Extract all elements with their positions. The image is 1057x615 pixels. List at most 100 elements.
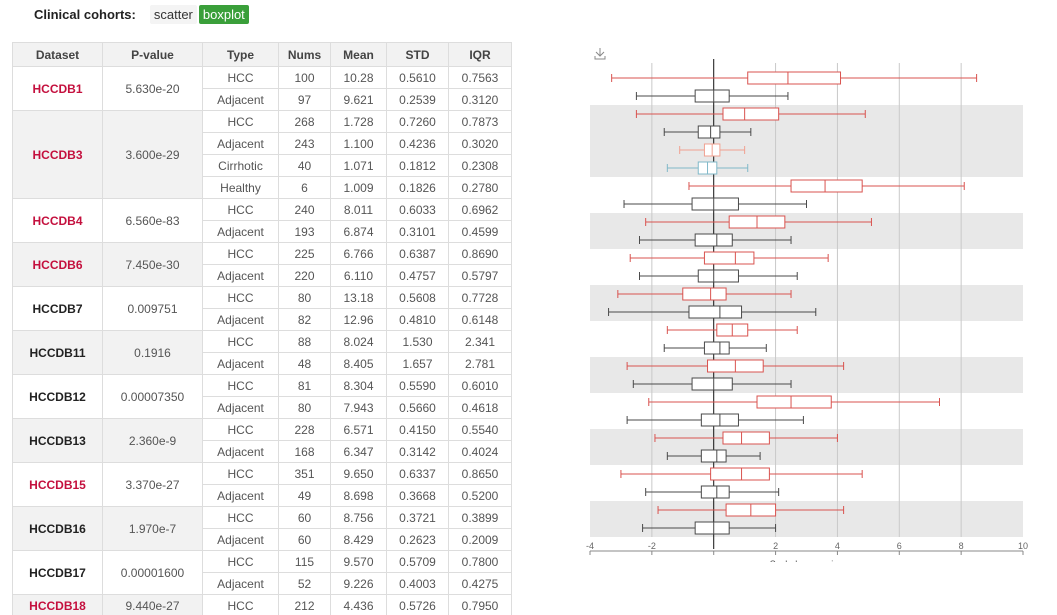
col-header-type[interactable]: Type xyxy=(202,42,279,67)
nums-cell: 168 xyxy=(278,440,331,463)
nums-cell: 80 xyxy=(278,286,331,309)
std-cell: 0.4810 xyxy=(386,308,449,331)
iqr-cell: 0.6010 xyxy=(448,374,512,397)
cohort-table: Dataset P-value Type Nums Mean STD IQR H… xyxy=(12,42,512,615)
std-cell: 0.6337 xyxy=(386,462,449,485)
mean-cell: 8.756 xyxy=(330,506,387,529)
band-HCCDB3 xyxy=(590,141,1023,159)
dataset-cell: HCCDB12 xyxy=(12,374,103,419)
iqr-cell: 0.7800 xyxy=(448,550,512,573)
iqr-cell: 0.3020 xyxy=(448,132,512,155)
std-cell: 1.657 xyxy=(386,352,449,375)
std-cell: 0.4003 xyxy=(386,572,449,595)
col-header-dataset[interactable]: Dataset xyxy=(12,42,103,67)
dataset-cell[interactable]: HCCDB6 xyxy=(12,242,103,287)
type-cell: HCC xyxy=(202,286,279,309)
box-HCCDB7-Adjacent xyxy=(697,269,739,283)
nums-cell: 48 xyxy=(278,352,331,375)
std-cell: 0.2539 xyxy=(386,88,449,111)
nums-cell: 225 xyxy=(278,242,331,265)
box-HCCDB6-Adjacent xyxy=(694,233,733,247)
col-header-std[interactable]: STD xyxy=(386,42,449,67)
iqr-cell: 0.4618 xyxy=(448,396,512,419)
mean-cell: 9.226 xyxy=(330,572,387,595)
mean-cell: 13.18 xyxy=(330,286,387,309)
pvalue-cell: 1.970e-7 xyxy=(102,506,203,551)
type-cell: Adjacent xyxy=(202,484,279,507)
iqr-cell: 0.3120 xyxy=(448,88,512,111)
nums-cell: 6 xyxy=(278,176,331,199)
iqr-cell: 0.4024 xyxy=(448,440,512,463)
x-tick-label: 8 xyxy=(959,541,964,551)
table-row: Adjacent 52 9.226 0.4003 0.4275 xyxy=(13,572,512,595)
mean-cell: 1.100 xyxy=(330,132,387,155)
col-header-iqr[interactable]: IQR xyxy=(448,42,512,67)
box-HCCDB17-Adjacent xyxy=(700,485,730,499)
iqr-cell: 0.6962 xyxy=(448,198,512,221)
type-cell: Adjacent xyxy=(202,352,279,375)
table-row: HCCDB1 5.630e-20 HCC 100 10.28 0.5610 0.7563 xyxy=(12,66,512,111)
type-cell: HCC xyxy=(202,462,279,485)
pvalue-cell: 3.370e-27 xyxy=(102,462,203,507)
table-row: Adjacent 48 8.405 1.657 2.781 xyxy=(13,352,512,375)
type-cell: HCC xyxy=(202,418,279,441)
pvalue-cell: 9.440e-27 xyxy=(102,594,203,615)
iqr-cell: 0.5797 xyxy=(448,264,512,287)
mean-cell: 6.766 xyxy=(330,242,387,265)
std-cell: 0.6033 xyxy=(386,198,449,221)
box-HCCDB16-HCC xyxy=(722,431,770,445)
pvalue-cell: 6.560e-83 xyxy=(102,198,203,243)
download-icon[interactable] xyxy=(594,48,606,60)
type-cell: HCC xyxy=(202,550,279,573)
mean-cell: 1.009 xyxy=(330,176,387,199)
mean-cell: 9.621 xyxy=(330,88,387,111)
x-tick-label: 6 xyxy=(897,541,902,551)
dataset-cell[interactable]: HCCDB1 xyxy=(12,66,103,111)
col-header-mean[interactable]: Mean xyxy=(330,42,387,67)
band-HCCDB16 xyxy=(590,447,1023,465)
x-tick-label: 10 xyxy=(1018,541,1028,551)
box-HCCDB4-Adjacent xyxy=(691,197,739,211)
col-header-pvalue[interactable]: P-value xyxy=(102,42,203,67)
std-cell: 0.5709 xyxy=(386,550,449,573)
mean-cell: 1.071 xyxy=(330,154,387,177)
table-row: Adjacent 82 12.96 0.4810 0.6148 xyxy=(13,308,512,331)
dataset-cell[interactable]: HCCDB3 xyxy=(12,110,103,199)
dataset-cell[interactable]: HCCDB15 xyxy=(12,462,103,507)
mean-cell: 6.571 xyxy=(330,418,387,441)
scatter-view-button[interactable]: scatter xyxy=(149,4,197,24)
type-cell: HCC xyxy=(202,242,279,265)
mean-cell: 9.650 xyxy=(330,462,387,485)
mean-cell: 8.024 xyxy=(330,330,387,353)
iqr-cell: 0.7950 xyxy=(448,594,512,615)
boxplot-svg: -4 -2 2 4 6 8 10 Scaled expression xyxy=(586,48,1028,562)
nums-cell: 60 xyxy=(278,528,331,551)
table-row: HCCDB6 7.450e-30 HCC 225 6.766 0.6387 0.8690 xyxy=(12,242,512,287)
mean-cell: 8.429 xyxy=(330,528,387,551)
iqr-cell: 0.7728 xyxy=(448,286,512,309)
nums-cell: 228 xyxy=(278,418,331,441)
std-cell: 0.2623 xyxy=(386,528,449,551)
boxplot-view-button[interactable]: boxplot xyxy=(198,4,249,24)
dataset-cell[interactable]: HCCDB18 xyxy=(12,594,103,615)
iqr-cell: 0.2308 xyxy=(448,154,512,177)
box-HCCDB18-Adjacent xyxy=(694,521,730,535)
box-HCCDB12-Adjacent xyxy=(703,341,730,355)
std-cell: 0.3101 xyxy=(386,220,449,243)
nums-cell: 82 xyxy=(278,308,331,331)
pvalue-cell: 0.00007350 xyxy=(102,374,203,419)
cohorts-label: Clinical cohorts: xyxy=(34,6,136,22)
nums-cell: 212 xyxy=(278,594,331,615)
col-header-nums[interactable]: Nums xyxy=(278,42,331,67)
dataset-cell[interactable]: HCCDB4 xyxy=(12,198,103,243)
table-row: HCCDB18 9.440e-27 HCC 212 4.436 0.5726 0.7950 xyxy=(12,594,512,615)
type-cell: Adjacent xyxy=(202,308,279,331)
table-row: Adjacent 97 9.621 0.2539 0.3120 xyxy=(13,88,512,111)
table-row: HCCDB11 0.1916 HCC 88 8.024 1.530 2.341 xyxy=(12,330,512,375)
mean-cell: 6.347 xyxy=(330,440,387,463)
std-cell: 0.4236 xyxy=(386,132,449,155)
table-row: HCCDB16 1.970e-7 HCC 60 8.756 0.3721 0.3899 xyxy=(12,506,512,551)
table-row: HCCDB7 0.009751 HCC 80 13.18 0.5608 0.7728 xyxy=(12,286,512,331)
dataset-cell: HCCDB7 xyxy=(12,286,103,331)
boxplot-chart: -4 -2 2 4 6 8 10 Scaled expression xyxy=(585,42,1055,562)
